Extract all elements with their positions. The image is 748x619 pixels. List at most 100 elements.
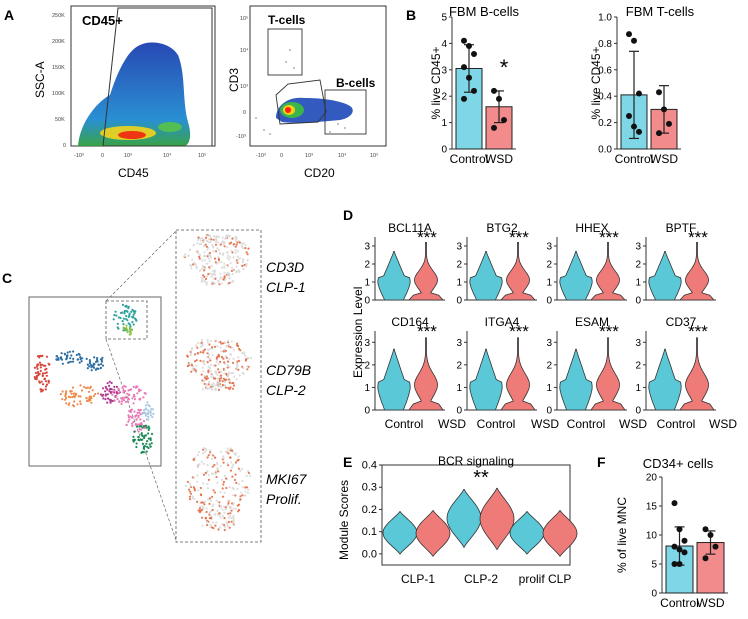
significance-marker: *	[500, 55, 509, 80]
feature-cell	[241, 264, 244, 268]
feature-cell	[223, 523, 226, 527]
umap-cell	[89, 399, 92, 402]
umap-cell	[88, 365, 91, 368]
feature-cell	[243, 353, 246, 356]
data-point	[496, 95, 502, 102]
umap-cell	[140, 428, 143, 431]
umap-cell	[132, 385, 135, 388]
y-tick-label: 0.6	[598, 65, 612, 76]
feature-cell	[202, 351, 205, 354]
feature-cell	[246, 491, 250, 494]
feature-cell	[199, 493, 202, 496]
umap-cell	[139, 389, 142, 392]
feature-cell	[210, 275, 213, 278]
umap-cell	[64, 398, 67, 401]
feature-cell	[242, 268, 245, 271]
feature-cell	[239, 469, 242, 472]
significance-marker: ***	[599, 322, 619, 341]
umap-cell	[41, 372, 45, 375]
feature-cell	[222, 278, 225, 281]
feature-cell	[214, 241, 217, 244]
umap-cell	[102, 387, 105, 390]
feature-cell	[207, 474, 210, 477]
feature-cell	[211, 508, 214, 512]
feature-cell	[202, 274, 205, 277]
umap-cell	[145, 442, 148, 445]
umap-cell	[55, 355, 58, 358]
x-label-control: Control	[657, 417, 696, 431]
feature-cell	[229, 352, 232, 356]
data-point	[501, 116, 507, 123]
feature-cell	[217, 249, 221, 252]
feature-cell	[245, 358, 248, 361]
y-tick-label: 2	[364, 260, 370, 271]
umap-cell	[38, 372, 41, 375]
feature-cell	[241, 479, 244, 483]
feature-cell	[237, 356, 240, 359]
y-tick-label: 20	[646, 473, 658, 484]
panel-label-e: E	[343, 454, 352, 470]
feature-cell	[216, 373, 219, 376]
umap-cell	[133, 398, 137, 401]
umap-cell	[132, 315, 135, 318]
umap-cell	[121, 397, 124, 400]
umap-cell	[136, 392, 139, 395]
umap-cell	[45, 371, 48, 374]
feature-cell	[231, 279, 234, 283]
umap-cell	[128, 323, 131, 326]
feature-cell	[199, 253, 202, 256]
umap-cell	[79, 395, 82, 398]
gene-title: BCL11A	[388, 221, 432, 235]
data-point	[636, 90, 642, 97]
feature-cell	[231, 237, 234, 240]
feature-cell	[217, 279, 220, 282]
feature-cell	[221, 355, 224, 359]
umap-cell	[85, 399, 88, 403]
umap-cell	[125, 314, 128, 318]
feature-cell	[207, 273, 210, 276]
umap-cell	[100, 363, 103, 366]
umap-cell	[69, 396, 72, 399]
umap-cell	[72, 350, 75, 353]
umap-cell	[86, 386, 89, 389]
violin-control	[382, 511, 418, 555]
feature-cell	[214, 372, 218, 375]
feature-cell	[193, 497, 196, 500]
umap-cell	[137, 408, 140, 411]
data-point	[491, 87, 497, 94]
y-tick-label: 0.4	[598, 92, 612, 103]
umap-cell	[61, 390, 64, 393]
feature-cell	[214, 261, 217, 264]
umap-cell	[125, 324, 128, 327]
umap-cell	[36, 355, 40, 358]
feature-cell	[235, 270, 239, 273]
feature-cell	[231, 475, 234, 478]
feature-cell	[242, 246, 245, 250]
feature-cell	[231, 371, 235, 375]
feature-cell	[228, 371, 231, 374]
feature-cell	[209, 254, 212, 257]
umap-cell	[146, 445, 149, 448]
feature-cell	[235, 481, 238, 484]
umap-cell	[138, 398, 141, 401]
panel-label-a: A	[4, 7, 14, 23]
y-tick-label: 1	[364, 383, 370, 394]
umap-panel: CD3D CLP-1 CD79B CLP-2 MKI67 Prolif.	[28, 229, 311, 543]
feature-cell	[210, 264, 213, 268]
umap-cell	[70, 354, 73, 357]
feature-cell	[206, 483, 209, 486]
umap-cell	[44, 364, 47, 367]
feature-cell	[235, 367, 239, 370]
umap-cell	[135, 445, 138, 449]
umap-cell	[139, 418, 142, 421]
feature-cell	[221, 240, 224, 243]
umap-cell	[126, 396, 129, 399]
violin-control	[559, 348, 593, 411]
category-label: CLP-1	[401, 572, 435, 586]
y-tick-label: 0.2	[598, 118, 612, 129]
significance-marker: ***	[688, 228, 708, 247]
feature-cell	[204, 277, 208, 281]
feature-cell	[210, 238, 213, 241]
feature-cell	[196, 453, 199, 457]
